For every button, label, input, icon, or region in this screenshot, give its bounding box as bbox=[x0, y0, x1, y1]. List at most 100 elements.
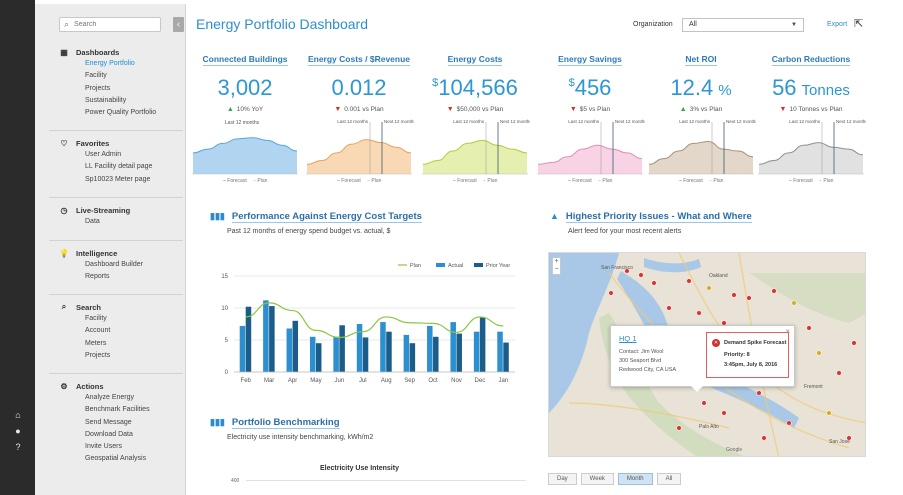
sidebar-item-send-message[interactable]: Send Message bbox=[85, 418, 132, 426]
map-alert-pin[interactable] bbox=[816, 350, 822, 356]
tab-all[interactable]: All bbox=[656, 473, 682, 485]
sidebar-item-power-quality-portfolio[interactable]: Power Quality Portfolio bbox=[85, 109, 157, 117]
user-icon[interactable]: ● bbox=[15, 426, 21, 436]
bar-actual[interactable] bbox=[427, 325, 433, 372]
sidebar-item-facility[interactable]: Facility bbox=[85, 72, 107, 80]
nav-heading-favorites[interactable]: ♡ Favorites bbox=[59, 137, 152, 149]
map-alert-pin[interactable] bbox=[846, 435, 852, 441]
kpi-card-carbon-reductions[interactable]: Carbon Reductions 56 Tonnes ▼ 10 Tonnes vs P… bbox=[756, 54, 866, 189]
popup-close-icon[interactable]: × bbox=[785, 327, 790, 336]
bar-actual[interactable] bbox=[497, 331, 503, 372]
bar-prior-year[interactable] bbox=[362, 337, 369, 372]
map-alert-pin[interactable] bbox=[676, 425, 682, 431]
bar-actual[interactable] bbox=[356, 324, 363, 372]
sidebar-item-reports[interactable]: Reports bbox=[85, 273, 110, 281]
map-alert-pin[interactable] bbox=[666, 305, 672, 311]
bar-prior-year[interactable] bbox=[269, 306, 275, 372]
bar-prior-year[interactable] bbox=[339, 325, 345, 372]
bar-actual[interactable] bbox=[403, 334, 410, 372]
map-alert-pin[interactable] bbox=[608, 290, 614, 296]
map-alert-pin[interactable] bbox=[706, 285, 712, 291]
map-alert-pin[interactable] bbox=[731, 292, 737, 298]
bar-actual[interactable] bbox=[333, 336, 339, 372]
nav-heading-actions[interactable]: ⚙ Actions bbox=[59, 380, 150, 392]
map-alert-pin[interactable] bbox=[761, 435, 767, 441]
bar-prior-year[interactable] bbox=[386, 331, 392, 372]
sidebar-item-projects[interactable]: Projects bbox=[85, 351, 111, 359]
map-alert-pin[interactable] bbox=[791, 300, 797, 306]
map-alert-pin[interactable] bbox=[746, 295, 752, 301]
kpi-card-connected-buildings[interactable]: Connected Buildings 3,002 ▲ 10% YoY Last 12 … bbox=[190, 54, 300, 189]
nav-heading-label: Actions bbox=[76, 381, 104, 391]
briefcase-icon[interactable]: ⌂ bbox=[15, 410, 21, 420]
popup-site-link[interactable]: HQ 1 bbox=[619, 334, 637, 343]
bar-actual[interactable] bbox=[263, 300, 269, 372]
sidebar-item-benchmark-facilities[interactable]: Benchmark Facilities bbox=[85, 406, 150, 414]
map-alert-pin[interactable] bbox=[771, 288, 777, 294]
map-alert-pin[interactable] bbox=[624, 268, 630, 274]
nav-heading-intelligence[interactable]: 💡 Intelligence bbox=[59, 247, 143, 259]
export-link[interactable]: Export bbox=[827, 21, 848, 28]
bar-actual[interactable] bbox=[380, 322, 386, 372]
bar-actual[interactable] bbox=[450, 322, 456, 372]
sidebar-item-geospatial-analysis[interactable]: Geospatial Analysis bbox=[85, 455, 147, 463]
map-alert-pin[interactable] bbox=[696, 310, 702, 316]
bar-actual[interactable] bbox=[286, 328, 293, 372]
map-alert-pin[interactable] bbox=[701, 400, 707, 406]
help-icon[interactable]: ? bbox=[15, 442, 21, 452]
tab-week[interactable]: Week bbox=[580, 473, 614, 485]
tab-month[interactable]: Month bbox=[617, 473, 653, 485]
tab-day[interactable]: Day bbox=[548, 473, 577, 485]
bar-prior-year[interactable] bbox=[433, 336, 439, 372]
nav-heading-search[interactable]: ⌕ Search bbox=[59, 301, 110, 313]
sidebar-item-facility[interactable]: Facility bbox=[85, 315, 107, 322]
sidebar-item-user-admin[interactable]: User Admin bbox=[85, 151, 122, 158]
export-icon[interactable]: ⇱ bbox=[854, 18, 864, 30]
sidebar-item-ll-facility-detail-page[interactable]: LL Facility detail page bbox=[85, 163, 153, 171]
search-input[interactable] bbox=[74, 21, 155, 28]
bar-prior-year[interactable] bbox=[479, 317, 486, 372]
bar-prior-year[interactable] bbox=[315, 343, 322, 372]
bar-prior-year[interactable] bbox=[503, 342, 509, 372]
sidebar-item-meters[interactable]: Meters bbox=[85, 339, 107, 347]
sidebar-item-download-data[interactable]: Download Data bbox=[85, 430, 133, 438]
kpi-card-net-roi[interactable]: Net ROI 12.4% ▲ 3% vs Plan Last 12 months Nex… bbox=[646, 54, 756, 189]
kpi-card-energy-savings[interactable]: Energy Savings $456 ▼ $5 vs Plan Last 12 mon… bbox=[535, 54, 645, 189]
sidebar-item-sp10023-meter-page[interactable]: Sp10023 Meter page bbox=[85, 175, 151, 183]
kpi-card-energy-costs-revenue[interactable]: Energy Costs / $Revenue 0.012 ▼ 0.001 vs Pl… bbox=[304, 54, 414, 189]
zoom-in-button[interactable]: + bbox=[554, 258, 559, 265]
bar-actual[interactable] bbox=[473, 331, 480, 372]
sidebar-item-invite-users[interactable]: Invite Users bbox=[85, 443, 122, 451]
bar-actual[interactable] bbox=[239, 325, 246, 372]
map-alert-pin[interactable] bbox=[686, 278, 692, 284]
sidebar-item-data[interactable]: Data bbox=[85, 218, 100, 225]
bar-actual[interactable] bbox=[309, 336, 316, 372]
sidebar-item-analyze-energy[interactable]: Analyze Energy bbox=[85, 394, 135, 401]
map-alert-pin[interactable] bbox=[826, 410, 832, 416]
bar-prior-year[interactable] bbox=[245, 306, 252, 372]
sidebar-search[interactable]: ⌕ bbox=[59, 17, 161, 32]
map-alert-pin[interactable] bbox=[756, 390, 762, 396]
map-alert-pin[interactable] bbox=[836, 370, 842, 376]
nav-heading-live-streaming[interactable]: ◷ Live-Streaming bbox=[59, 204, 131, 216]
map-alert-pin[interactable] bbox=[651, 280, 657, 286]
bar-prior-year[interactable] bbox=[409, 343, 416, 372]
bar-prior-year[interactable] bbox=[456, 333, 462, 372]
sidebar-item-sustainability[interactable]: Sustainability bbox=[85, 96, 127, 104]
kpi-card-energy-costs[interactable]: Energy Costs $104,566 ▼ $50,000 vs Plan Last… bbox=[420, 54, 530, 189]
sidebar-item-projects[interactable]: Projects bbox=[85, 84, 111, 92]
sidebar-item-energy-portfolio[interactable]: Energy Portfolio bbox=[85, 60, 135, 67]
nav-heading-dashboards[interactable]: ▦ Dashboards bbox=[59, 46, 156, 58]
map-alert-pin[interactable] bbox=[638, 272, 644, 278]
map-alert-pin[interactable] bbox=[806, 325, 812, 331]
bar-prior-year[interactable] bbox=[292, 320, 299, 372]
organization-select[interactable]: All ▼ bbox=[682, 18, 804, 32]
map-alert-pin[interactable] bbox=[786, 420, 792, 426]
map-alert-pin[interactable] bbox=[721, 410, 727, 416]
sidebar-item-account[interactable]: Account bbox=[85, 327, 111, 335]
sidebar-item-dashboard-builder[interactable]: Dashboard Builder bbox=[85, 261, 143, 268]
map-alert-pin[interactable] bbox=[851, 340, 857, 346]
zoom-out-button[interactable]: − bbox=[554, 266, 559, 273]
alert-card[interactable]: ✕ Demand Spike Forecast Priority: 8 3:45… bbox=[706, 332, 789, 378]
collapse-sidebar-button[interactable]: ‹ bbox=[173, 17, 184, 32]
